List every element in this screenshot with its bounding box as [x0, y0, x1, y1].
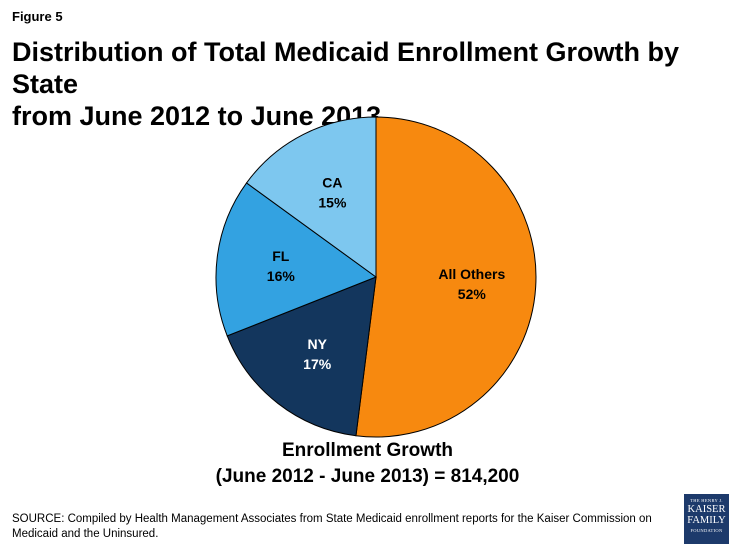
- slice-label-ny: NY: [307, 336, 327, 352]
- logo-line-3: FAMILY: [687, 515, 726, 526]
- chart-title: Distribution of Total Medicaid Enrollmen…: [12, 36, 732, 132]
- caption-line-2: (June 2012 - June 2013) = 814,200: [215, 466, 520, 487]
- caption-line-1: Enrollment Growth: [282, 440, 453, 461]
- pie-slice-ca: [245, 116, 377, 278]
- slice-label-all-others: All Others: [438, 266, 505, 282]
- chart-title-line-2: from June 2012 to June 2013: [12, 101, 382, 131]
- logo-line-4: FOUNDATION: [690, 528, 723, 533]
- chart-title-line-1: Distribution of Total Medicaid Enrollmen…: [12, 37, 679, 99]
- logo-line-2: KAISER: [687, 504, 726, 515]
- slice-label-fl: FL: [272, 248, 290, 264]
- slice-label-ca: CA: [322, 175, 342, 191]
- slice-value-ca: 15%: [318, 195, 347, 211]
- pie-slice-ny: [226, 276, 377, 437]
- figure-label: Figure 5: [12, 9, 63, 24]
- pie-slice-fl: [215, 182, 378, 337]
- source-note: SOURCE: Compiled by Health Management As…: [12, 513, 652, 540]
- pie-chart: All Others 52% NY 17% FL 16% CA 15%: [215, 116, 537, 438]
- slice-value-all-others: 52%: [458, 286, 487, 302]
- kff-logo: THE HENRY J. KAISER FAMILY FOUNDATION: [684, 494, 729, 544]
- pie-slice-all-others: [355, 116, 537, 438]
- slice-value-ny: 17%: [303, 356, 332, 372]
- slice-value-fl: 16%: [267, 268, 296, 284]
- logo-line-1: THE HENRY J.: [690, 498, 723, 503]
